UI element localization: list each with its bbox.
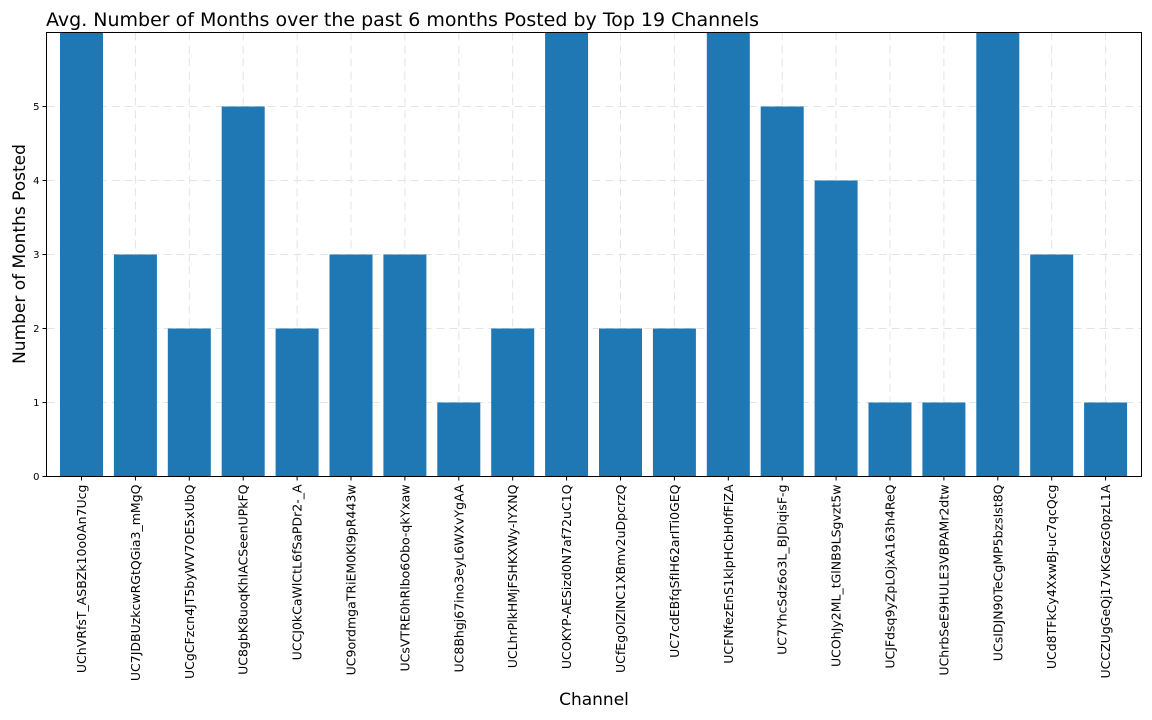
x-tick-label: UCCZUgGeQj17vKGezG0pzL1A <box>1098 484 1113 678</box>
bar <box>545 32 589 477</box>
x-tick-label: UC8gbK8uoqKhIACSeenUPkFQ <box>236 484 251 675</box>
x-tick-label: UCgCFzcn4JT5byWV7OE5xUbQ <box>182 484 197 679</box>
chart-title: Avg. Number of Months over the past 6 mo… <box>46 9 759 31</box>
x-tick-label: UC8Bhgj67ino3eyL6WXvYgAA <box>451 484 466 672</box>
x-tick-label: UChrbSeE9HULE3VBPAMr2dtw <box>936 485 951 676</box>
x-tick-label: UCsVTRE0hRlbo6Obo-qkYxaw <box>397 485 412 672</box>
bar <box>60 32 103 477</box>
x-tick-label: UCLhrPlkHMjFSHKXWy-IYXNQ <box>505 484 520 668</box>
bar <box>113 254 157 477</box>
bar <box>167 328 211 477</box>
y-tick-label: 5 <box>33 102 39 113</box>
bar <box>760 106 804 477</box>
bar <box>652 328 696 477</box>
x-tick-label: UC7cdEBfqSfIH62arITi0GEQ <box>667 484 682 658</box>
bar <box>922 402 966 477</box>
x-tick-label: UCOKYP-AESizd0N7af72uC1Q <box>559 484 574 669</box>
x-axis-label: Channel <box>559 690 629 710</box>
y-tick-label: 0 <box>33 472 39 483</box>
y-tick-label: 4 <box>33 176 39 187</box>
y-tick-label: 2 <box>33 324 39 335</box>
x-tick-label: UC7YhcSdz6o3L_BJDiqisF-g <box>775 485 790 655</box>
x-tick-label: UCJFdsq9yZpLOjxA163h4ReQ <box>883 484 898 668</box>
x-tick-label: UCfEgOIZINC1XBmv2uDpcrzQ <box>613 484 628 673</box>
bar <box>1084 402 1128 477</box>
bar <box>437 402 481 477</box>
bar <box>868 402 912 477</box>
x-tick-label: UCCJ0kCaWlCtL6fSaPDr2-_A <box>290 484 305 660</box>
bar <box>221 106 265 477</box>
y-tick-label: 3 <box>33 250 39 261</box>
x-tick-label: UC9ordmgaTRiEM0Kl9pR443w <box>344 485 359 676</box>
x-tick-label: UCOhJy2ML_tGlNB9LSgvzt5w <box>829 485 844 667</box>
y-axis-label: Number of Months Posted <box>10 144 30 364</box>
bar <box>976 32 1020 477</box>
bar <box>706 32 750 477</box>
bar <box>275 328 319 477</box>
y-tick-label: 1 <box>33 398 39 409</box>
bar <box>1030 254 1074 477</box>
y-axis-ticks: 0 1 2 3 4 5 <box>33 102 47 483</box>
bar <box>491 328 535 477</box>
bar <box>329 254 373 477</box>
x-tick-label: UC7JDBUzkcwRGtQGia3_mMgQ <box>128 484 143 681</box>
x-tick-label: UCFNfezEnS1klpHCbH0fFIZA <box>721 484 736 664</box>
bars <box>60 32 1128 477</box>
x-axis-ticks: UChVRfsT_ASBZk10o0An7Ucg UC7JDBUzkcwRGtQG… <box>74 476 1113 681</box>
bar <box>599 328 642 477</box>
bar <box>383 254 427 477</box>
x-tick-label: UCsIDJN90TeCgMP5bzsIst8Q <box>990 484 1005 661</box>
bar <box>814 180 858 477</box>
x-tick-label: UChVRfsT_ASBZk10o0An7Ucg <box>74 485 89 674</box>
x-tick-label: UCd8TFkCy4XxwBJ-uc7qcQcg <box>1044 485 1059 670</box>
